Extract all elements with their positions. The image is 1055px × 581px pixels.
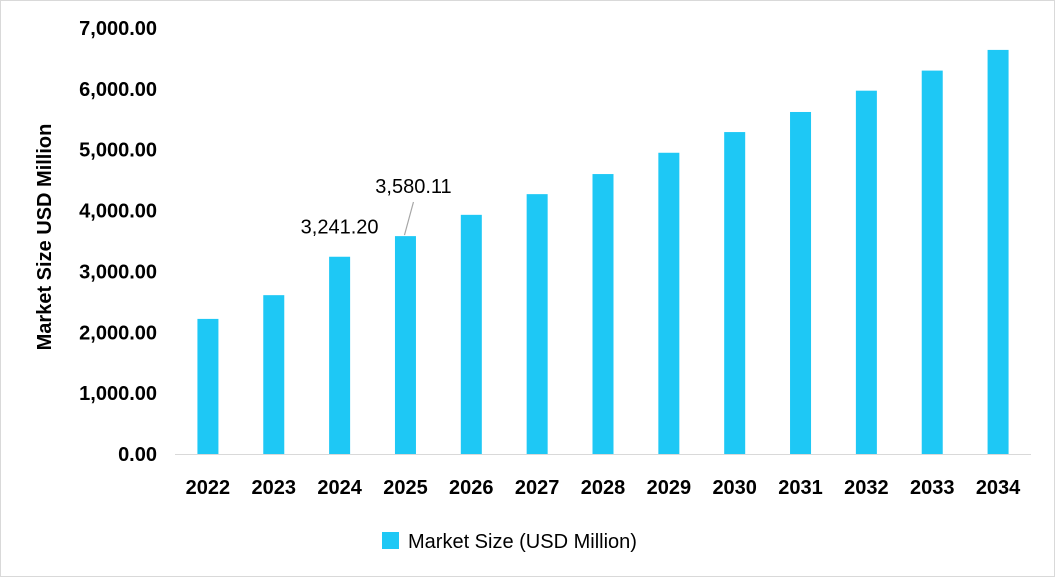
- y-tick-label: 1,000.00: [79, 383, 157, 405]
- bar-2029: [658, 152, 680, 454]
- bar-2022: [197, 318, 219, 454]
- y-tick-label: 5,000.00: [79, 140, 157, 162]
- bar-2023: [263, 295, 285, 454]
- x-tick-label: 2024: [317, 477, 362, 499]
- x-tick-label: 2023: [252, 477, 297, 499]
- bar-2028: [592, 174, 614, 455]
- y-tick-label: 3,000.00: [79, 261, 157, 283]
- legend-label: Market Size (USD Million): [408, 531, 637, 553]
- bar-2033: [921, 70, 943, 454]
- bar-2027: [526, 194, 548, 454]
- legend: Market Size (USD Million): [382, 531, 637, 553]
- legend-swatch: [382, 532, 399, 549]
- bar-2025: [394, 236, 416, 454]
- y-axis-title: Market Size USD Million: [34, 124, 56, 351]
- bar-2024: [329, 256, 351, 454]
- x-tick-label: 2032: [844, 477, 889, 499]
- y-tick-label: 2,000.00: [79, 322, 157, 344]
- x-tick-label: 2025: [383, 477, 428, 499]
- bar-series: [197, 49, 1009, 455]
- bar-2032: [855, 90, 877, 454]
- x-tick-label: 2028: [581, 477, 626, 499]
- x-tick-label: 2034: [976, 477, 1021, 499]
- data-label-2024: 3,241.20: [301, 217, 379, 239]
- x-tick-label: 2026: [449, 477, 494, 499]
- bar-2026: [460, 214, 482, 454]
- data-label-2025: 3,580.11: [375, 176, 451, 198]
- y-tick-label: 0.00: [118, 444, 157, 466]
- x-tick-label: 2031: [778, 477, 823, 499]
- bar-2030: [724, 132, 746, 454]
- x-tick-label: 2027: [515, 477, 560, 499]
- x-axis-tick-labels: 2022 2023 2024 2025 2026 2027 2028 2029 2030 2031…: [186, 477, 1022, 499]
- x-tick-label: 2022: [186, 477, 231, 499]
- x-tick-label: 2030: [712, 477, 757, 499]
- bar-2031: [790, 111, 812, 455]
- data-label-leader-line: [403, 201, 415, 236]
- x-tick-label: 2029: [647, 477, 692, 499]
- data-labels: 3,241.20 3,580.11: [301, 176, 452, 239]
- y-tick-label: 4,000.00: [79, 201, 157, 223]
- x-tick-label: 2033: [910, 477, 955, 499]
- bar-2034: [987, 49, 1009, 455]
- y-tick-label: 7,000.00: [79, 18, 157, 40]
- y-tick-label: 6,000.00: [79, 79, 157, 101]
- y-axis-tick-labels: 0.00 1,000.00 2,000.00 3,000.00 4,000.00 5,00…: [79, 18, 157, 466]
